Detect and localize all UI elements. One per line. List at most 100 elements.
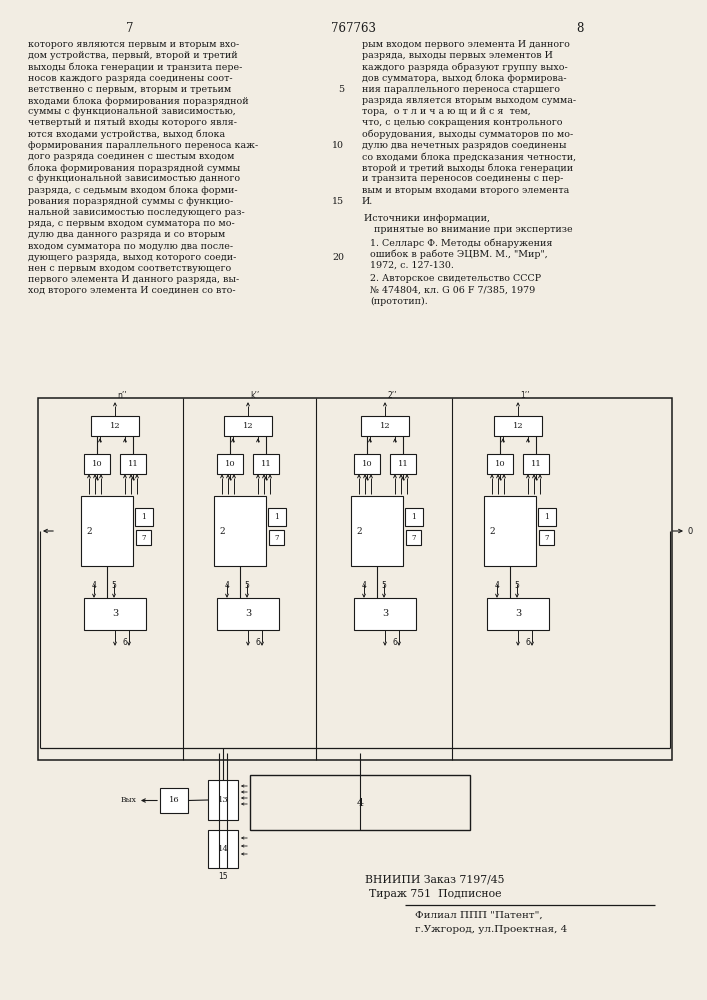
Text: выходы блока генерации и транзита пере-: выходы блока генерации и транзита пере- [28,62,243,72]
Bar [81,496,133,566]
Bar [269,530,284,545]
Text: 6: 6 [525,638,530,647]
Text: 5: 5 [112,581,117,590]
Text: блока формирования поразрядной суммы: блока формирования поразрядной суммы [28,163,240,173]
Text: 15: 15 [218,872,228,881]
Text: 5: 5 [515,581,520,590]
Text: Источники информации,: Источники информации, [364,214,490,223]
Text: 7: 7 [141,534,146,542]
Text: 4: 4 [225,581,230,590]
Bar [351,496,403,566]
Text: 4: 4 [495,581,499,590]
Text: 3: 3 [382,609,388,618]
Text: ряда, с первым входом сумматора по мо-: ряда, с первым входом сумматора по мо- [28,219,235,228]
Text: 2: 2 [356,526,362,536]
Text: 12: 12 [513,422,523,430]
Text: 10: 10 [92,460,103,468]
Text: 4: 4 [356,798,363,808]
Text: 8: 8 [576,22,584,35]
Text: 1’’: 1’’ [520,391,530,400]
Bar [84,598,146,630]
Bar [91,416,139,436]
Text: 6: 6 [255,638,260,647]
Text: 7: 7 [127,22,134,35]
Text: Тираж 751  Подписное: Тираж 751 Подписное [369,889,501,899]
Text: 7: 7 [411,534,416,542]
Text: каждого разряда образуют группу выхо-: каждого разряда образуют группу выхо- [362,62,568,72]
Text: которого являются первым и вторым вхо-: которого являются первым и вторым вхо- [28,40,239,49]
Text: 2: 2 [489,526,495,536]
Text: четвертый и пятый входы которого явля-: четвертый и пятый входы которого явля- [28,118,237,127]
Text: 12: 12 [243,422,253,430]
Bar [487,454,513,474]
Text: 1: 1 [411,513,416,521]
Text: и транзита переносов соединены с пер-: и транзита переносов соединены с пер- [362,174,563,183]
Text: 6: 6 [392,638,397,647]
Text: дулю два данного разряда и со вторым: дулю два данного разряда и со вторым [28,230,226,239]
Text: 4: 4 [92,581,96,590]
Bar [214,496,266,566]
Text: разряда, с седьмым входом блока форми-: разряда, с седьмым входом блока форми- [28,186,238,195]
Text: оборудования, выходы сумматоров по мо-: оборудования, выходы сумматоров по мо- [362,130,573,139]
Text: n’’: n’’ [117,391,127,400]
Text: Вых: Вых [120,796,136,804]
Text: входом сумматора по модулю два после-: входом сумматора по модулю два после- [28,242,233,251]
Bar [250,775,470,830]
Text: носов каждого разряда соединены соот-: носов каждого разряда соединены соот- [28,74,233,83]
Bar [217,454,243,474]
Text: нальной зависимостью последующего раз-: нальной зависимостью последующего раз- [28,208,245,217]
Text: ход второго элемента И соединен со вто-: ход второго элемента И соединен со вто- [28,286,235,295]
Text: 12: 12 [380,422,390,430]
Text: 3: 3 [245,609,251,618]
Text: разряда является вторым выходом сумма-: разряда является вторым выходом сумма- [362,96,576,105]
Bar [354,598,416,630]
Text: 1: 1 [274,513,279,521]
Bar [539,530,554,545]
Text: г.Ужгород, ул.Проектная, 4: г.Ужгород, ул.Проектная, 4 [415,925,567,934]
Text: 2. Авторское свидетельство СССР: 2. Авторское свидетельство СССР [370,274,541,283]
Text: рования поразрядной суммы с функцио-: рования поразрядной суммы с функцио- [28,197,233,206]
Text: дом устройства, первый, второй и третий: дом устройства, первый, второй и третий [28,51,238,60]
Text: со входами блока предсказания четности,: со входами блока предсказания четности, [362,152,576,161]
Text: ВНИИПИ Заказ 7197/45: ВНИИПИ Заказ 7197/45 [366,875,505,885]
Bar [487,598,549,630]
Text: 1972, с. 127-130.: 1972, с. 127-130. [370,261,454,270]
Text: дулю два нечетных разрядов соединены: дулю два нечетных разрядов соединены [362,141,566,150]
Text: нен с первым входом соответствующего: нен с первым входом соответствующего [28,264,231,273]
Bar [390,454,416,474]
Bar [136,530,151,545]
Text: 1: 1 [544,513,549,521]
Bar [84,454,110,474]
Text: что, с целью сокращения контрольного: что, с целью сокращения контрольного [362,118,563,127]
Bar [160,788,188,813]
Text: 3: 3 [112,609,118,618]
Text: Филиал ППП "Патент",: Филиал ППП "Патент", [415,911,543,920]
Text: 16: 16 [169,796,180,804]
Text: суммы с функциональной зависимостью,: суммы с функциональной зависимостью, [28,107,235,116]
Bar [405,508,423,526]
Text: 11: 11 [531,460,542,468]
Text: 15: 15 [332,197,344,206]
Text: входами блока формирования поразрядной: входами блока формирования поразрядной [28,96,249,105]
Text: ния параллельного переноса старшего: ния параллельного переноса старшего [362,85,560,94]
Text: 10: 10 [362,460,373,468]
Text: 3: 3 [515,609,521,618]
Text: 0: 0 [688,526,694,536]
Bar [208,830,238,868]
Text: 1: 1 [141,513,146,521]
Bar [406,530,421,545]
Bar [135,508,153,526]
Bar [120,454,146,474]
Text: ветственно с первым, вторым и третьим: ветственно с первым, вторым и третьим [28,85,231,94]
Bar [523,454,549,474]
Text: дующего разряда, выход которого соеди-: дующего разряда, выход которого соеди- [28,253,236,262]
Text: 2’’: 2’’ [387,391,397,400]
Text: 1. Селларс Ф. Методы обнаружения: 1. Селларс Ф. Методы обнаружения [370,239,552,248]
Text: 7: 7 [274,534,279,542]
Text: 2: 2 [219,526,225,536]
Text: дого разряда соединен с шестым входом: дого разряда соединен с шестым входом [28,152,235,161]
Bar [253,454,279,474]
Text: ошибок в работе ЭЦВМ. М., "Мир",: ошибок в работе ЭЦВМ. М., "Мир", [370,250,548,259]
Bar [217,598,279,630]
Bar [268,508,286,526]
